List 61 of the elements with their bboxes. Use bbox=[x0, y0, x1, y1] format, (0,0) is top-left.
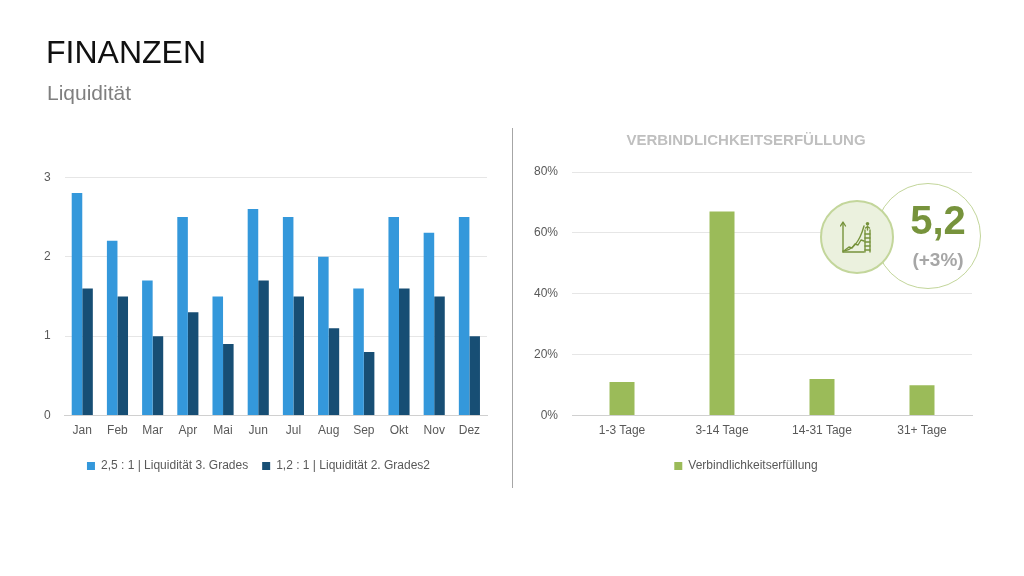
x-tick-label: Jun bbox=[248, 423, 268, 438]
x-tick-label: Dez bbox=[458, 423, 481, 438]
y-tick-label: 60% bbox=[533, 225, 559, 240]
bar bbox=[388, 216, 400, 416]
bar bbox=[142, 280, 153, 416]
y-tick-label: 20% bbox=[533, 347, 559, 362]
bar bbox=[434, 296, 445, 416]
x-tick-label: 31+ Tage bbox=[897, 423, 948, 438]
legend-label: 1,2 : 1 | Liquidität 2. Grades2 bbox=[276, 458, 431, 473]
bar bbox=[809, 379, 835, 416]
bar bbox=[363, 352, 375, 416]
bar bbox=[82, 288, 93, 416]
y-tick-label: 0% bbox=[540, 407, 559, 422]
x-tick-label: Jan bbox=[72, 423, 92, 438]
y-tick-label: 2 bbox=[43, 248, 51, 263]
chart-subtitle: Liquidität bbox=[47, 81, 132, 104]
bar bbox=[709, 211, 735, 416]
x-tick-label: Aug bbox=[317, 423, 340, 438]
x-tick-label: Mai bbox=[213, 423, 233, 438]
bar bbox=[909, 385, 935, 416]
x-tick-label: Feb bbox=[107, 423, 129, 438]
bar bbox=[177, 216, 188, 416]
bar bbox=[187, 312, 199, 416]
y-tick-label: 3 bbox=[43, 169, 51, 184]
x-tick-label: 3-14 Tage bbox=[695, 423, 749, 438]
bar bbox=[353, 288, 364, 416]
annotation: 5,2 bbox=[910, 198, 966, 242]
bar bbox=[609, 382, 635, 416]
bar bbox=[212, 296, 224, 416]
x-tick-label: Okt bbox=[389, 423, 410, 438]
chart-title: VERBINDLICHKEITSERFÜLLUNG bbox=[626, 131, 866, 149]
x-tick-label: Mar bbox=[142, 423, 163, 438]
x-tick-label: 14-31 Tage bbox=[792, 423, 853, 438]
y-tick-label: 80% bbox=[533, 164, 559, 179]
x-tick-label: Sep bbox=[353, 423, 375, 438]
bar bbox=[458, 216, 470, 416]
y-tick-label: 1 bbox=[43, 328, 51, 343]
bar bbox=[247, 208, 259, 416]
bar bbox=[152, 336, 164, 416]
bar bbox=[258, 280, 269, 416]
bar bbox=[223, 344, 234, 416]
x-tick-label: Nov bbox=[423, 423, 445, 438]
bar bbox=[117, 296, 129, 416]
bar bbox=[423, 232, 435, 416]
x-tick-label: Apr bbox=[178, 423, 198, 438]
bar bbox=[282, 216, 294, 416]
y-tick-label: 0 bbox=[43, 407, 51, 422]
x-tick-label: Jul bbox=[285, 423, 302, 438]
chart-title: FINANZEN bbox=[46, 34, 206, 70]
bar bbox=[328, 328, 340, 416]
bar bbox=[106, 240, 118, 416]
legend-label: 2,5 : 1 | Liquidität 3. Grades bbox=[100, 458, 249, 473]
legend-label: Verbindlichkeitserfüllung bbox=[688, 458, 818, 473]
x-tick-label: 1-3 Tage bbox=[598, 423, 646, 438]
bar bbox=[399, 288, 410, 416]
bar bbox=[318, 256, 329, 416]
annotation: (+3%) bbox=[912, 249, 964, 270]
bar bbox=[469, 336, 480, 416]
y-tick-label: 40% bbox=[533, 286, 559, 301]
bar bbox=[293, 296, 304, 416]
bar bbox=[71, 193, 83, 416]
